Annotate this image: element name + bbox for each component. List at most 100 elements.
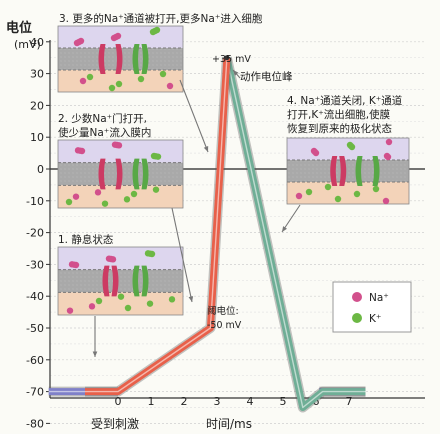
na-channel-left (98, 44, 106, 74)
na-channel-right (115, 44, 123, 74)
intracellular-region (58, 185, 183, 208)
panel-border (57, 139, 184, 209)
y-tick-label: 0 (37, 163, 44, 176)
na-ion (72, 193, 80, 200)
time-axis-title: 时间/ms (206, 417, 252, 431)
step4-caption-line3: 恢复到原来的极化状态 (287, 122, 392, 135)
k-ion (117, 293, 125, 300)
y-tick-label: -10 (26, 195, 44, 208)
membrane-texture (58, 269, 183, 293)
depolarization-line-shadow (85, 57, 232, 397)
depolarization-line (85, 57, 231, 396)
k-ion (123, 196, 131, 203)
arrow-step4-head (282, 226, 288, 232)
peak-label: 动作电位峰 (240, 70, 293, 83)
curves (48, 55, 366, 413)
na-channel-left (102, 265, 110, 297)
y-tick-label: 30 (30, 68, 44, 81)
depolarization-line-highlight (85, 57, 228, 393)
k-channel-right (372, 156, 380, 186)
y-tick-label: 20 (30, 99, 44, 112)
na-channel-right (111, 265, 119, 297)
na-ion (312, 149, 320, 157)
y-tick-label: -30 (26, 258, 44, 271)
step4-caption-line1: 4. Na⁺通道关闭, K⁺通道 (287, 94, 403, 107)
k-channel-left (132, 265, 140, 297)
k-ion (115, 80, 123, 88)
k-ion (101, 200, 109, 207)
panel-step1-resting (57, 246, 184, 316)
x-ticks: 0 1 2 3 4 5 6 7 (115, 395, 353, 408)
membrane-texture (287, 160, 409, 182)
arrow-step3 (179, 79, 209, 153)
stimulus-label: 受到刺激 (91, 417, 139, 431)
k-ion (108, 84, 116, 92)
y-tick-label: -70 (26, 386, 44, 399)
panel-step2-partial-na (57, 139, 184, 209)
k-ion (150, 152, 158, 160)
k-ion (146, 300, 154, 307)
k-ion (144, 250, 152, 257)
k-ion (372, 185, 380, 193)
k-ion (348, 143, 356, 151)
arrow-peak-head (233, 70, 239, 76)
na-ion (384, 153, 392, 161)
x-tick-label: 2 (181, 395, 188, 408)
step1-caption: 1. 静息状态 (58, 233, 114, 246)
na-channel-left (330, 156, 338, 186)
na-channel-right (339, 156, 347, 186)
na-ion (94, 189, 102, 196)
k-ion (130, 190, 138, 198)
threshold-value: -50 mV (207, 320, 242, 331)
y-tick-label: -40 (26, 290, 44, 303)
y-tick-label: -50 (26, 322, 44, 335)
na-ion (382, 197, 390, 205)
na-ion (385, 138, 393, 146)
k-ion (305, 188, 313, 196)
legend: Na⁺ K⁺ (332, 281, 412, 333)
step3-caption: 3. 更多的Na⁺通道被打开,更多Na⁺进入细胞 (59, 12, 263, 25)
na-channel-right (115, 158, 123, 190)
k-channel-left (132, 44, 140, 74)
y-axis-title: 电位 (6, 20, 32, 36)
na-ion (66, 307, 74, 314)
x-tick-label: 4 (247, 395, 254, 408)
y-tick-label: 10 (30, 131, 44, 144)
y-axis-unit: (mV) (14, 38, 41, 51)
arrow-step2 (171, 207, 193, 303)
na-ion (105, 255, 113, 262)
k-ion (324, 183, 332, 191)
k-channel-left (132, 158, 140, 190)
leader-arrows (92, 69, 301, 357)
k-ion (65, 198, 73, 206)
k-ion (159, 70, 167, 78)
step2-caption-line2: 使少量Na⁺流入膜内 (58, 126, 151, 139)
na-ion (73, 39, 81, 47)
step2-caption-line1: 2. 少数Na⁺门打开, (58, 112, 147, 125)
na-ion (110, 34, 118, 42)
legend-box (332, 281, 412, 333)
arrow-step2-head (188, 296, 194, 302)
k-ion (95, 297, 103, 305)
panel-border (286, 137, 410, 205)
na-ion (74, 147, 82, 154)
membrane-panels (57, 25, 410, 316)
k-ion (334, 195, 342, 203)
k-ion (168, 296, 176, 303)
repolarization-line-highlight (226, 57, 366, 409)
k-channel-right (141, 158, 149, 190)
peak-value: +35 mV (212, 54, 251, 65)
k-channel-right (141, 265, 149, 297)
x-tick-label: 3 (214, 395, 221, 408)
panel-border (57, 246, 184, 316)
na-ion (166, 82, 174, 90)
intracellular-region (287, 182, 409, 204)
x-tick-label: 1 (148, 395, 155, 408)
legend-k-label: K⁺ (369, 313, 381, 325)
y-ticks: 40 30 20 10 0 -10 -20 -30 -40 -50 -60 -70 -80 (26, 36, 50, 430)
k-ion (137, 75, 145, 83)
na-ion (295, 192, 303, 200)
threshold-label: 阈电位: (207, 305, 239, 317)
